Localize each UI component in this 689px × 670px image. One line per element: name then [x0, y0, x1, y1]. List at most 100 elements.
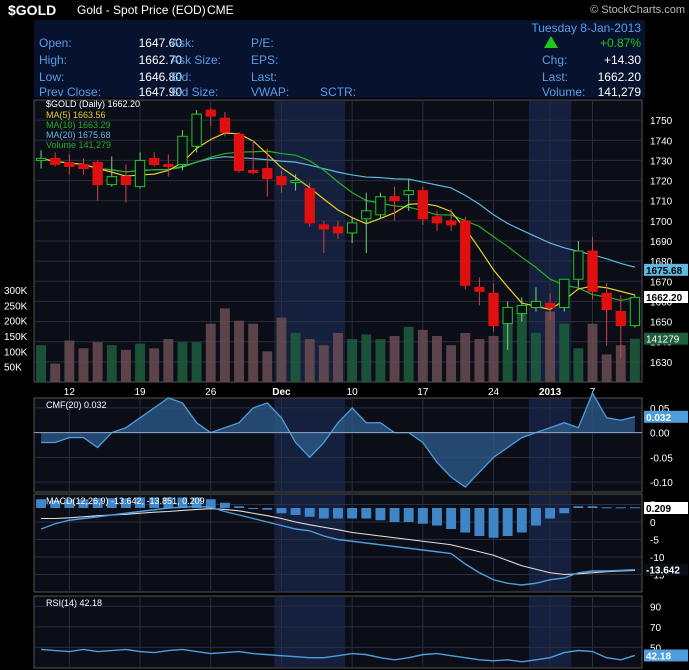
sctr-label: SCTR:	[320, 85, 356, 99]
macd-histogram-bar	[587, 506, 598, 508]
volume-bar	[177, 342, 188, 382]
macd-histogram-bar	[417, 508, 428, 524]
candle-body	[219, 117, 231, 133]
cmf-last-marker-label: 0.032	[646, 413, 671, 424]
macd-histogram-bar	[106, 498, 117, 508]
volume-tick-label: 300K	[4, 286, 28, 297]
volume-bar	[92, 342, 103, 382]
pe-label: P/E:	[251, 36, 274, 50]
price-y-tick-label: 1730	[650, 156, 673, 167]
volume-bar	[573, 348, 584, 382]
price-y-tick-label: 1740	[650, 136, 673, 147]
candle-body	[149, 157, 160, 165]
candle-body	[163, 163, 174, 167]
volume-tick-label: 200K	[4, 317, 28, 328]
candle-body	[346, 222, 358, 234]
up-arrow-icon	[544, 36, 558, 48]
exchange: CME	[207, 3, 234, 17]
macd-histogram-bar	[177, 497, 188, 508]
volume-bar	[191, 342, 202, 382]
x-tick-label: 26	[205, 387, 217, 398]
macd-y-tick-label: -15	[650, 571, 665, 582]
macd-histogram-bar	[234, 506, 244, 508]
symbol: $GOLD	[8, 2, 57, 18]
rsi-y-tick-label: 90	[650, 602, 662, 613]
macd-signal-line	[41, 508, 635, 576]
candle-body	[403, 190, 414, 196]
volume-bar	[234, 320, 244, 382]
candle-body	[262, 167, 273, 180]
volume-marker	[644, 332, 688, 345]
volume-bar	[36, 345, 47, 382]
candle-body	[601, 292, 612, 310]
legend-ma20: MA(20) 1675.68	[46, 130, 111, 140]
candle-body	[573, 250, 584, 280]
macd-histogram-bar	[78, 499, 89, 508]
macd-histogram-bar	[474, 508, 485, 536]
change-percent: +0.87%	[599, 36, 641, 50]
candle-body	[35, 157, 47, 161]
rsi-last-marker	[644, 649, 688, 662]
macd-histogram-bar	[432, 508, 442, 526]
x-tick-label: 17	[417, 387, 429, 398]
macd-histogram-bar	[531, 508, 541, 526]
price-y-tick-label: 1670	[650, 277, 673, 288]
macd-histogram-bar	[615, 507, 626, 509]
quote-date: Tuesday 8-Jan-2013	[531, 21, 641, 35]
candle-body	[431, 216, 443, 224]
volume-bar	[502, 323, 513, 382]
candle-body	[332, 226, 344, 234]
cmf-y-tick-label: 0.05	[650, 404, 670, 415]
cmf-y-tick-label: -0.05	[650, 453, 673, 464]
volume-bar	[135, 343, 145, 382]
volume-bar	[64, 340, 75, 382]
candle-body	[177, 135, 188, 165]
volume-bar	[318, 345, 329, 382]
last-price-marker-label: 1662.20	[646, 293, 683, 304]
volume-bar	[205, 323, 216, 382]
price-y-tick-label: 1690	[650, 237, 673, 248]
candle-body	[559, 278, 570, 308]
volume-bar	[474, 339, 485, 382]
candle-body	[587, 250, 598, 292]
cmf-y-tick-label: -0.10	[650, 478, 673, 489]
macd-histogram-bar	[276, 508, 287, 514]
macd-last-marker-label: -13.642	[646, 566, 680, 577]
volume-bar	[361, 334, 372, 382]
volume-bar	[163, 339, 174, 382]
macd-histogram-bar	[573, 506, 584, 508]
macd-histogram-bar	[460, 508, 471, 533]
macd-histogram-bar	[149, 497, 160, 508]
volume-tick-label: 250K	[4, 301, 28, 312]
candle-body	[318, 224, 330, 230]
candle-body	[389, 196, 400, 202]
quote-panel: Open: High: Low: Prev Close: 1647.60 166…	[34, 20, 645, 99]
macd-histogram-bar	[50, 500, 61, 508]
legend-volume: Volume 141,279	[46, 140, 111, 150]
x-tick-label: Dec	[272, 387, 291, 398]
chg-label: Chg:	[542, 53, 568, 67]
macd-histogram-bar	[219, 502, 230, 508]
candle-body	[544, 302, 556, 308]
x-tick-label: 12	[64, 387, 76, 398]
volume-bar	[347, 339, 358, 382]
macd-histogram-bar	[389, 508, 400, 522]
prev-close-value: 1647.90	[138, 85, 182, 99]
macd-histogram-bar	[163, 497, 174, 508]
macd-line	[40, 505, 635, 586]
volume-bar	[432, 336, 442, 382]
candle-body	[417, 190, 429, 220]
macd-histogram-bar	[559, 508, 570, 514]
macd-hist-last-marker	[644, 502, 688, 514]
cmf-title: CMF(20) 0.032	[46, 400, 107, 410]
candle-body	[615, 311, 626, 327]
volume-tick-label: 50K	[4, 363, 22, 374]
macd-histogram-bar	[375, 508, 386, 521]
price-y-tick-label: 1720	[650, 177, 673, 188]
macd-hist-last-marker-label: 0.209	[646, 504, 671, 515]
candle-body	[106, 176, 117, 186]
candle-body	[502, 306, 513, 325]
volume-bar	[488, 336, 499, 382]
macd-histogram-bar	[205, 499, 216, 508]
